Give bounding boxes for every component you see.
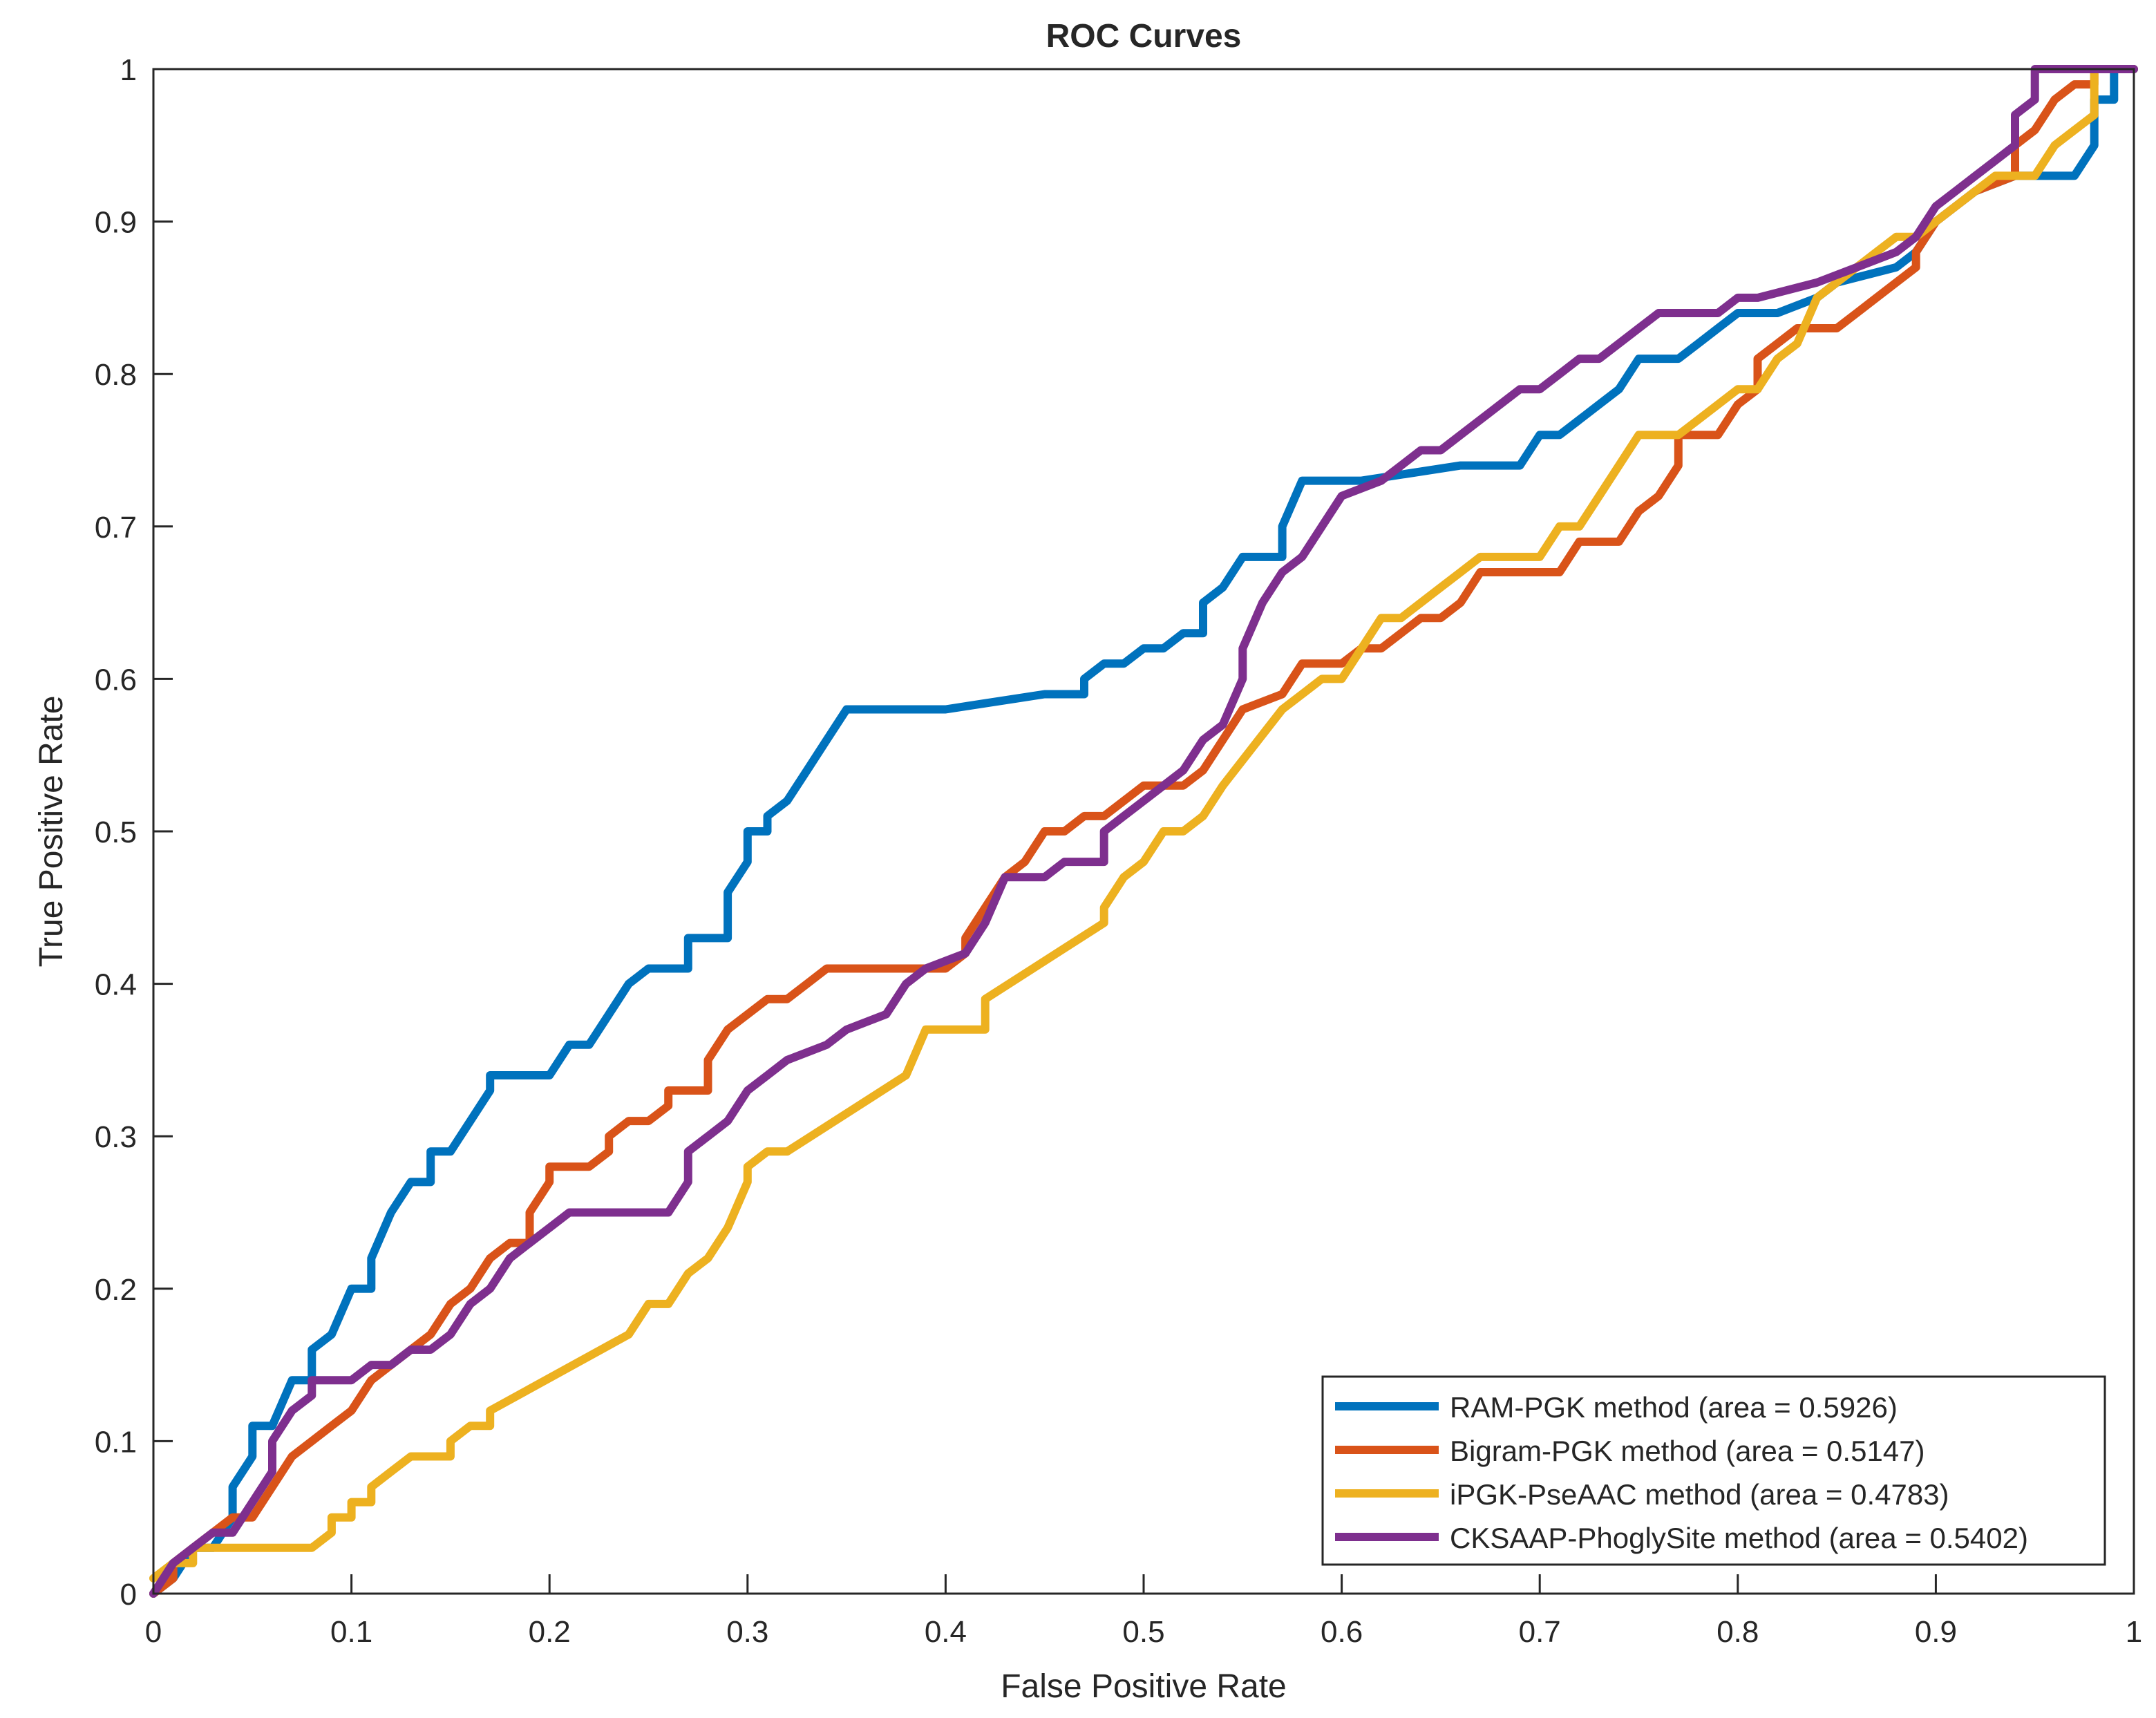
x-tick-label: 0.4 (925, 1615, 967, 1649)
x-tick-label: 0.9 (1915, 1615, 1957, 1649)
legend-label-3: iPGK-PseAAC method (area = 0.4783) (1450, 1478, 1949, 1511)
x-axis-label: False Positive Rate (1001, 1668, 1287, 1705)
legend-box (1321, 1375, 2106, 1566)
series-line-2 (149, 65, 2138, 1598)
y-tick-label: 0.2 (95, 1273, 137, 1307)
axis-ticks: 0 0.1 0.2 0.3 0.4 0.5 0.6 0.7 0.8 0.9 1 0 0.1 0.2 0.3 0… (95, 53, 2142, 1649)
y-tick-label: 0.6 (95, 663, 137, 697)
y-axis-label: True Positive Rate (33, 695, 70, 967)
x-tick-label: 0.3 (726, 1615, 768, 1649)
x-tick-label: 0.2 (529, 1615, 571, 1649)
x-tick-label: 0.6 (1321, 1615, 1363, 1649)
y-tick-label: 1 (120, 53, 137, 87)
legend-label-4: CKSAAP-PhoglySite method (area = 0.5402) (1450, 1522, 2028, 1554)
y-tick-label: 0.9 (95, 206, 137, 240)
y-tick-label: 0.7 (95, 511, 137, 545)
y-tick-label: 0.3 (95, 1120, 137, 1154)
legend-entries: RAM-PGK method (area = 0.5926) Bigram-PGK… (1335, 1391, 2028, 1554)
series-layer (149, 65, 2138, 1598)
x-tick-label: 0.1 (330, 1615, 372, 1649)
series-line-4 (149, 65, 2138, 1598)
y-tick-label: 0.4 (95, 968, 137, 1002)
x-tick-label: 0 (145, 1615, 162, 1649)
y-tick-label: 0.8 (95, 358, 137, 392)
x-tick-label: 1 (2126, 1615, 2142, 1649)
x-tick-label: 0.7 (1519, 1615, 1561, 1649)
x-tick-label: 0.8 (1717, 1615, 1759, 1649)
chart-title: ROC Curves (1046, 18, 1242, 55)
legend: RAM-PGK method (area = 0.5926) Bigram-PGK… (1321, 1375, 2106, 1566)
legend-label-2: Bigram-PGK method (area = 0.5147) (1450, 1435, 1925, 1467)
series-line-3 (149, 65, 2119, 1583)
y-tick-label: 0.5 (95, 815, 137, 849)
plot-frame (152, 68, 2135, 1595)
series-line-1 (149, 65, 2138, 1598)
y-tick-label: 0 (120, 1578, 137, 1612)
x-tick-label: 0.5 (1122, 1615, 1164, 1649)
legend-label-1: RAM-PGK method (area = 0.5926) (1450, 1391, 1898, 1424)
y-tick-label: 0.1 (95, 1425, 137, 1459)
